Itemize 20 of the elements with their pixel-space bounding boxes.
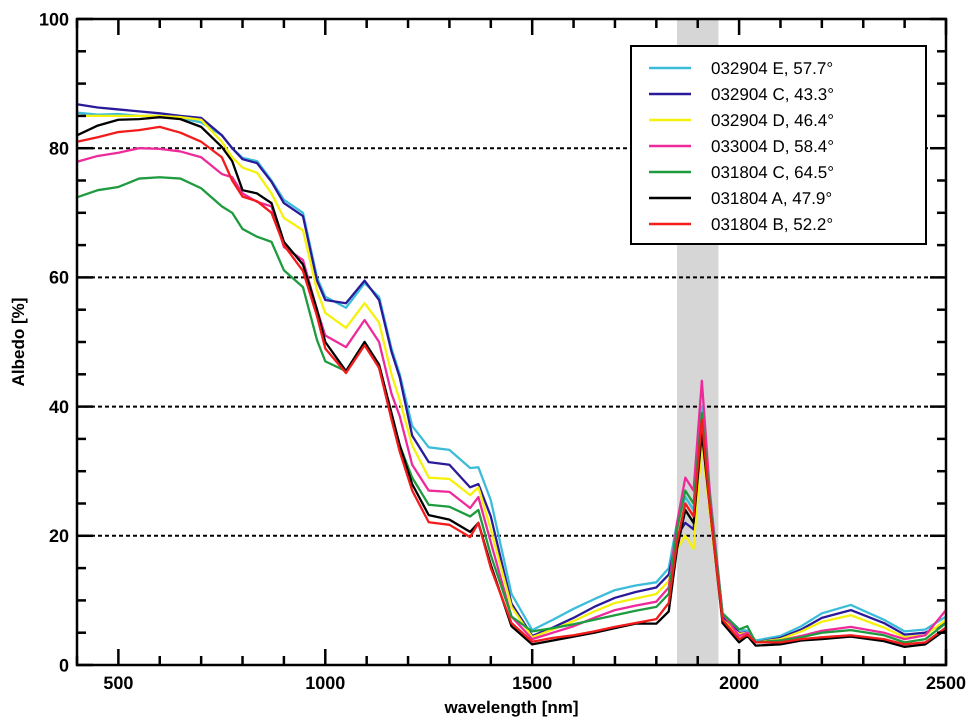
y-tick-label: 100	[38, 9, 69, 30]
x-tick-label: 2500	[926, 673, 966, 693]
x-tick-label: 1500	[512, 673, 552, 693]
y-tick-label: 0	[58, 655, 69, 676]
y-tick-label: 60	[48, 268, 69, 288]
legend-label: 031804 A, 47.9°	[711, 188, 832, 208]
x-tick-label: 1000	[305, 673, 346, 693]
y-tick-label: 20	[48, 526, 69, 546]
legend-label: 031804 C, 64.5°	[711, 162, 834, 182]
legend-label: 032904 C, 43.3°	[711, 84, 834, 104]
x-axis-title: wavelength [nm]	[443, 698, 579, 717]
x-tick-label: 2000	[719, 673, 760, 693]
legend-label: 032904 D, 46.4°	[711, 110, 834, 130]
legend-label: 032904 E, 57.7°	[711, 58, 834, 78]
legend-label: 033004 D, 58.4°	[711, 136, 834, 156]
y-tick-label: 80	[48, 138, 69, 158]
x-tick-label: 500	[103, 673, 134, 693]
legend-label: 031804 B, 52.2°	[711, 214, 834, 234]
y-tick-label: 40	[48, 396, 69, 417]
y-axis-title: Albedo [%]	[9, 298, 28, 386]
